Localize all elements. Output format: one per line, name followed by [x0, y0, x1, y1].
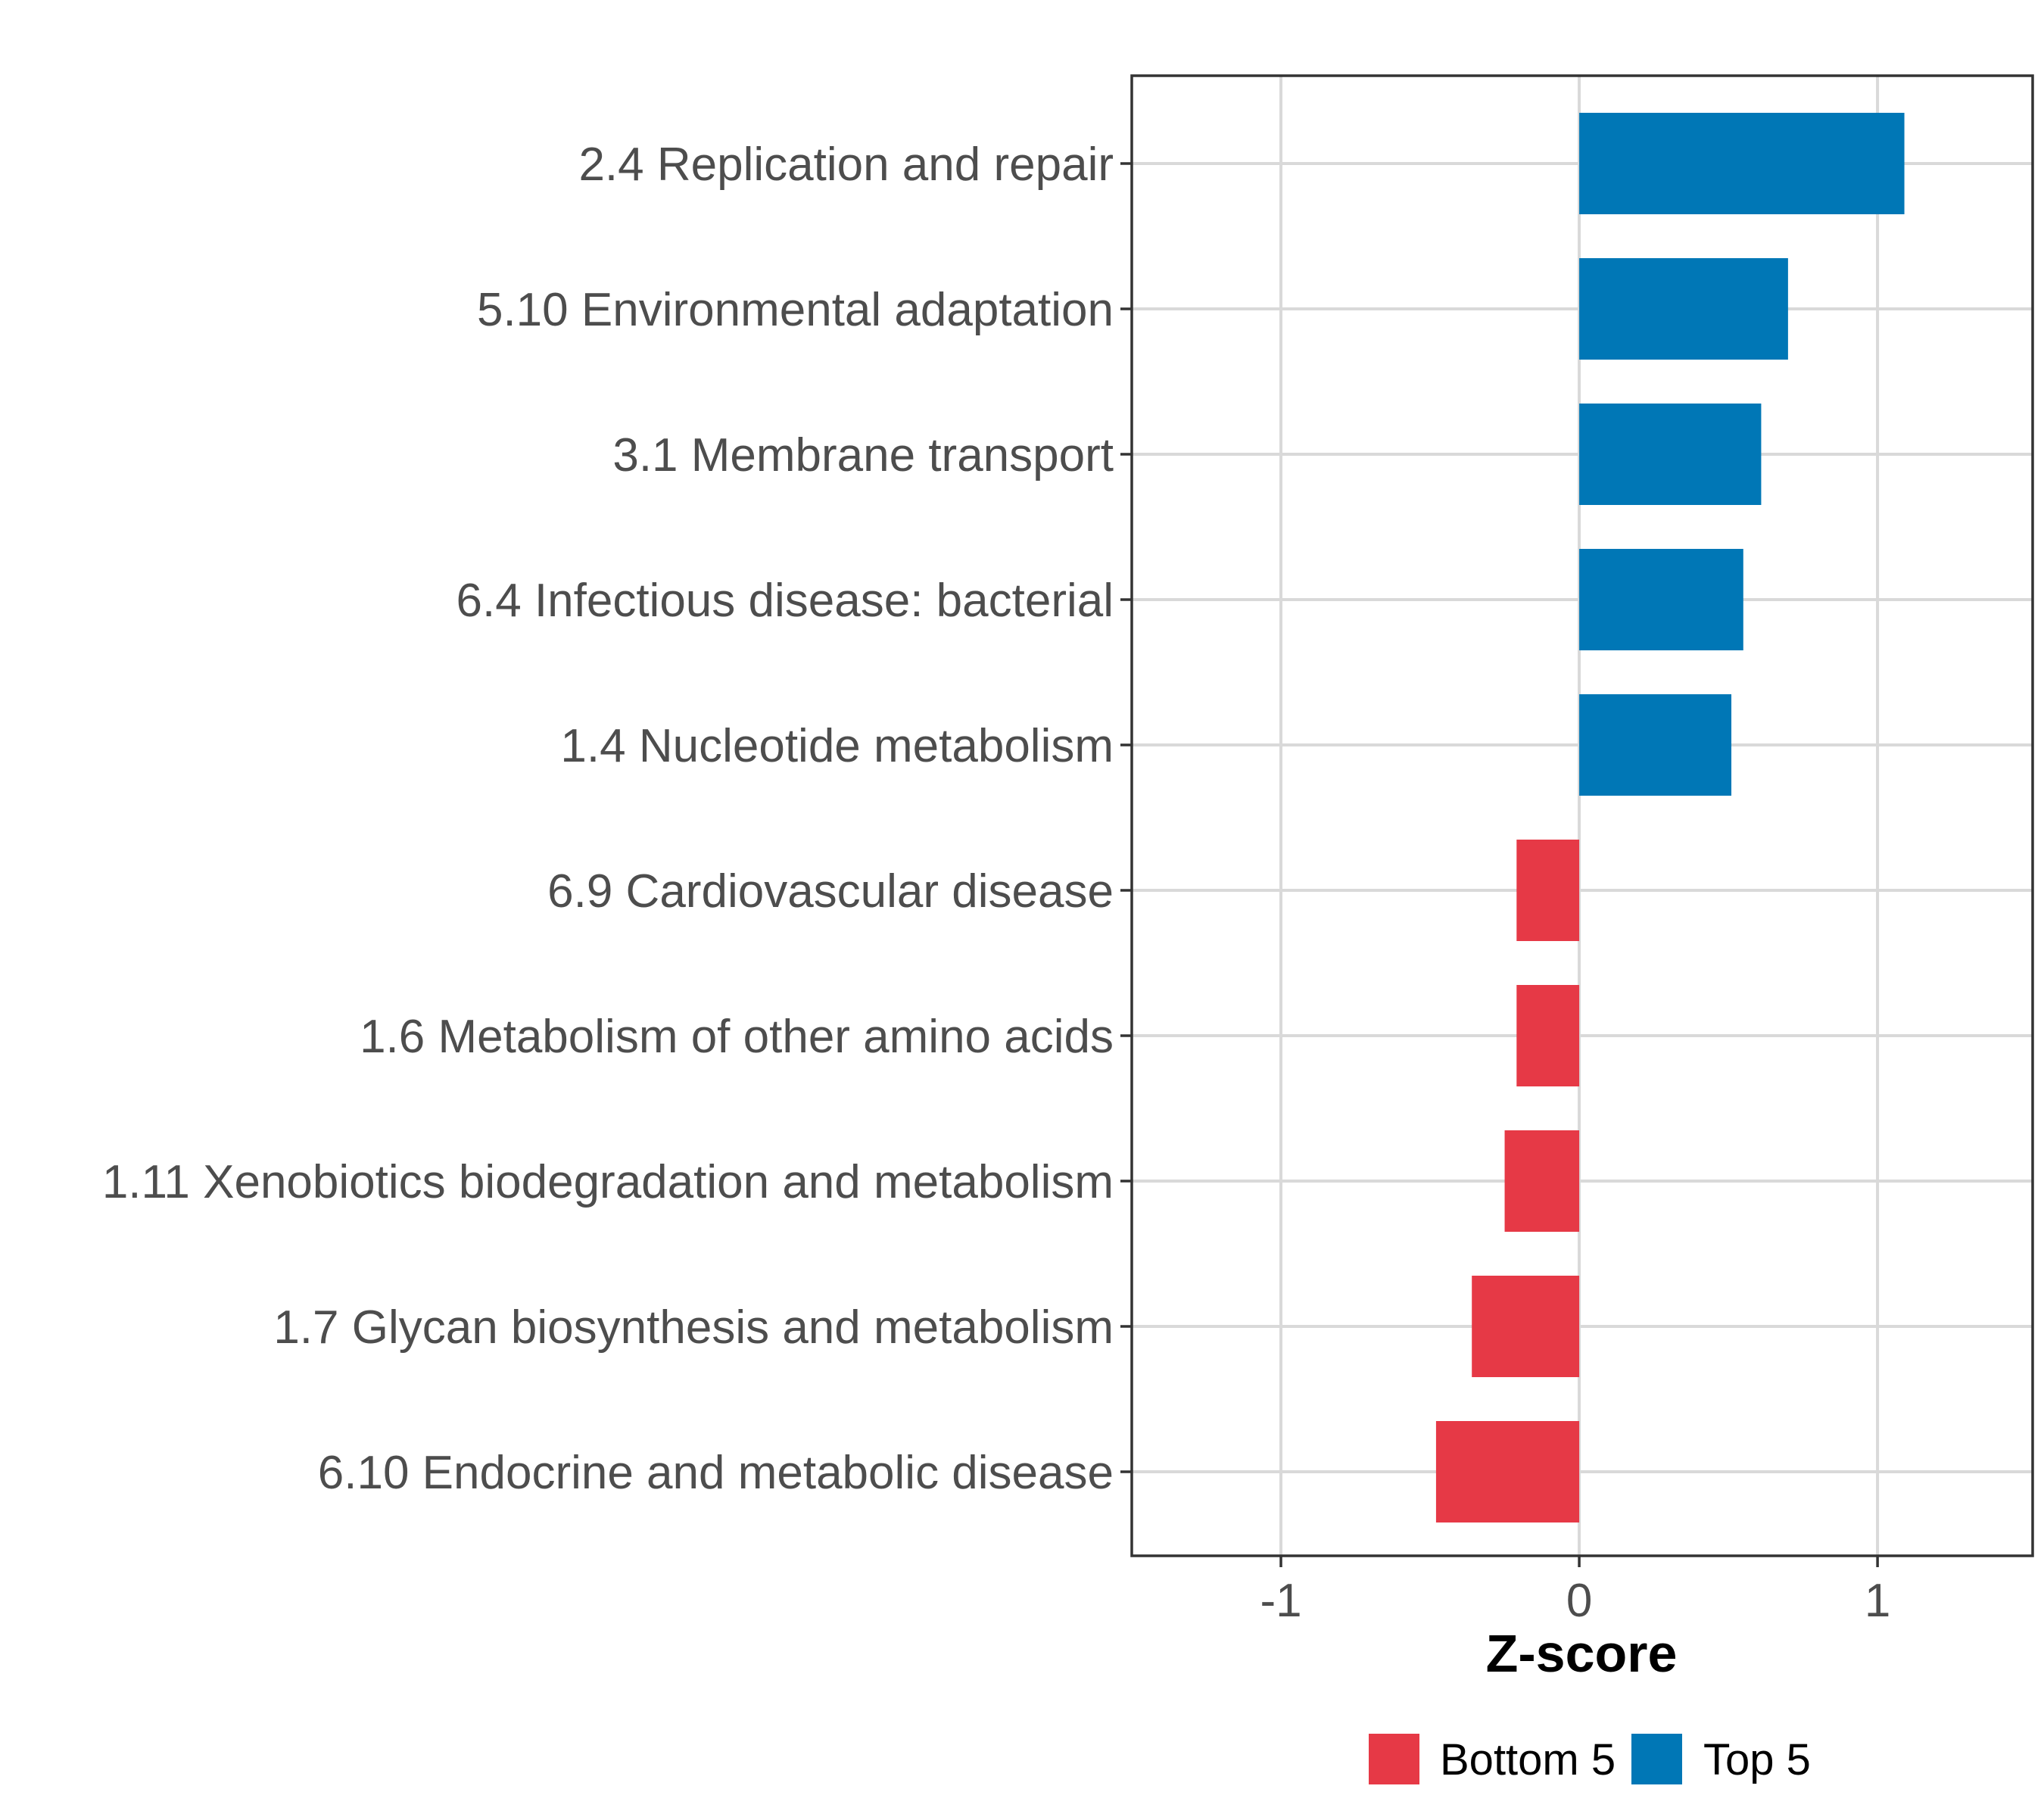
legend-label-1: Bottom 5: [1440, 1735, 1616, 1784]
x-axis: -1 0 1: [1260, 1556, 1890, 1627]
y-tick-label-6: 6.9 Cardiovascular disease: [547, 865, 1114, 918]
bar-7: [1516, 985, 1580, 1086]
bar-1: [1579, 113, 1905, 214]
y-tick-label-9: 1.7 Glycan biosynthesis and metabolism: [273, 1301, 1114, 1354]
bar-10: [1435, 1421, 1580, 1522]
y-tick-label-1: 2.4 Replication and repair: [578, 139, 1114, 191]
y-tick-label-5: 1.4 Nucleotide metabolism: [560, 720, 1114, 772]
y-tick-label-8: 1.11 Xenobiotics biodegradation and meta…: [102, 1156, 1114, 1208]
y-tick-label-2: 5.10 Environmental adaptation: [477, 284, 1114, 336]
legend: Bottom 5 Top 5: [1369, 1734, 1811, 1784]
x-tick-label-1: 0: [1566, 1575, 1592, 1627]
x-axis-title: Z-score: [1486, 1624, 1678, 1683]
bar-5: [1579, 694, 1732, 796]
bar-2: [1579, 258, 1788, 360]
x-tick-label-0: -1: [1260, 1575, 1301, 1627]
legend-swatch-2: [1631, 1734, 1682, 1784]
y-tick-label-4: 6.4 Infectious disease: bacterial: [456, 575, 1114, 627]
bar-9: [1472, 1276, 1580, 1377]
bar-3: [1579, 404, 1762, 505]
bar-6: [1516, 840, 1580, 941]
x-tick-label-2: 1: [1865, 1575, 1890, 1627]
y-tick-label-3: 3.1 Membrane transport: [612, 429, 1114, 482]
bar-4: [1579, 549, 1743, 650]
panel-border: [1130, 74, 2034, 1557]
y-tick-label-7: 1.6 Metabolism of other amino acids: [360, 1011, 1114, 1063]
legend-swatch-1: [1369, 1734, 1419, 1784]
y-axis: 2.4 Replication and repair 5.10 Environme…: [102, 139, 1132, 1499]
bar-8: [1504, 1130, 1580, 1232]
bar-layer: [1435, 113, 1905, 1522]
y-tick-label-10: 6.10 Endocrine and metabolic disease: [318, 1447, 1114, 1499]
legend-label-2: Top 5: [1703, 1735, 1811, 1784]
